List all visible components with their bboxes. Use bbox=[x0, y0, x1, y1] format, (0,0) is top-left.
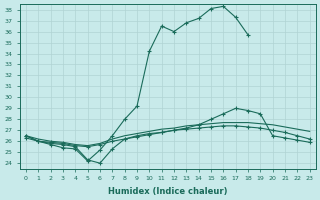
X-axis label: Humidex (Indice chaleur): Humidex (Indice chaleur) bbox=[108, 187, 228, 196]
